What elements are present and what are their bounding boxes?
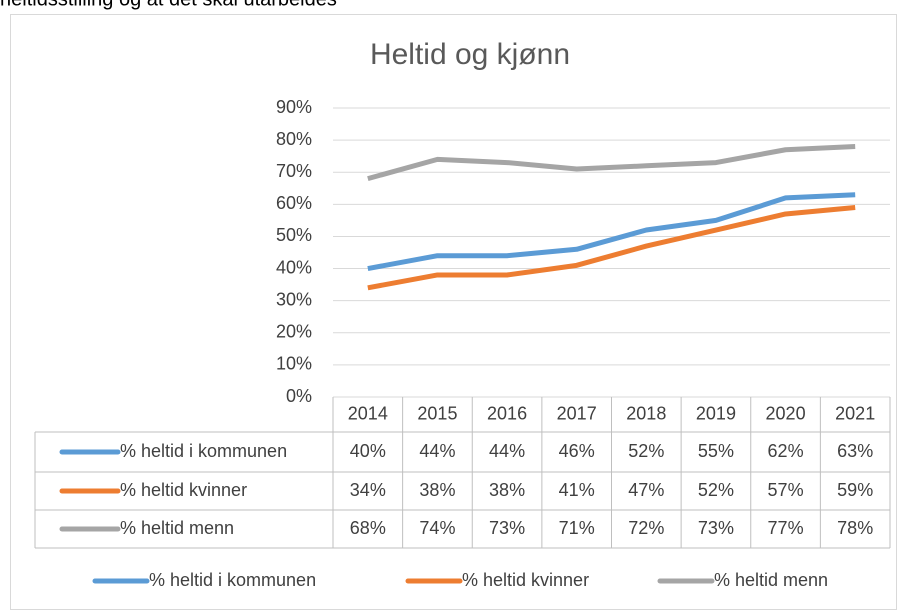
table-cell: 52%: [628, 441, 664, 461]
series-line: [367, 205, 856, 291]
x-tick-label: 2016: [487, 403, 527, 423]
table-cell: 59%: [837, 480, 873, 500]
chart-title: Heltid og kjønn: [370, 38, 570, 71]
x-tick-label: 2021: [835, 403, 875, 423]
table-row-label: % heltid i kommunen: [120, 441, 287, 461]
table-cell: 38%: [489, 480, 525, 500]
x-tick-label: 2015: [417, 403, 457, 423]
table-row-label: % heltid menn: [120, 518, 234, 538]
text-above: heltidsstilling og at det skal utarbeide…: [0, 0, 337, 10]
y-tick-label: 60%: [276, 193, 312, 213]
table-cell: 74%: [419, 518, 455, 538]
table-cell: 47%: [628, 480, 664, 500]
table-cell: 73%: [489, 518, 525, 538]
y-tick-label: 0%: [286, 386, 312, 406]
table-cell: 57%: [768, 480, 804, 500]
x-tick-label: 2018: [626, 403, 666, 423]
table-cell: 34%: [350, 480, 386, 500]
legend-label: % heltid i kommunen: [149, 570, 316, 590]
y-tick-label: 30%: [276, 289, 312, 309]
y-tick-label: 50%: [276, 225, 312, 245]
x-tick-label: 2019: [696, 403, 736, 423]
table-cell: 38%: [419, 480, 455, 500]
table-row-label: % heltid kvinner: [120, 480, 247, 500]
table-cell: 68%: [350, 518, 386, 538]
table-cell: 73%: [698, 518, 734, 538]
y-tick-label: 20%: [276, 322, 312, 342]
table-cell: 63%: [837, 441, 873, 461]
table-cell: 44%: [419, 441, 455, 461]
y-tick-label: 90%: [276, 97, 312, 117]
series-line: [367, 192, 856, 272]
legend-label: % heltid kvinner: [462, 570, 589, 590]
table-cell: 62%: [768, 441, 804, 461]
table-cell: 41%: [559, 480, 595, 500]
table-cell: 72%: [628, 518, 664, 538]
x-tick-label: 2014: [348, 403, 388, 423]
table-cell: 55%: [698, 441, 734, 461]
legend-label: % heltid menn: [714, 570, 828, 590]
y-tick-label: 40%: [276, 257, 312, 277]
series-line: [367, 144, 856, 182]
table-cell: 44%: [489, 441, 525, 461]
table-cell: 71%: [559, 518, 595, 538]
y-tick-label: 70%: [276, 161, 312, 181]
y-tick-label: 80%: [276, 129, 312, 149]
table-cell: 40%: [350, 441, 386, 461]
table-cell: 52%: [698, 480, 734, 500]
x-tick-label: 2020: [766, 403, 806, 423]
table-cell: 77%: [768, 518, 804, 538]
table-cell: 46%: [559, 441, 595, 461]
table-cell: 78%: [837, 518, 873, 538]
x-tick-label: 2017: [557, 403, 597, 423]
y-tick-label: 10%: [276, 354, 312, 374]
